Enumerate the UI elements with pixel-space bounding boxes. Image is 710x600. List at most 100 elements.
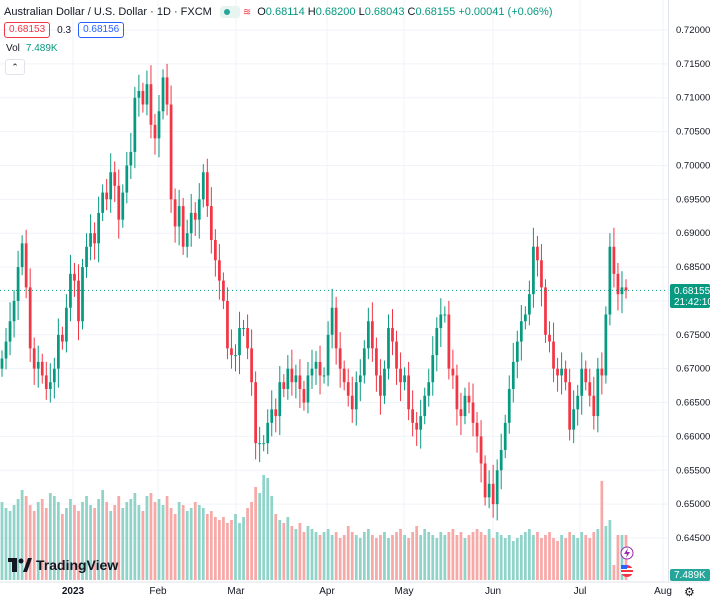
volume-label: Vol [6, 43, 20, 54]
volume-bar [302, 532, 306, 580]
candle-body [298, 375, 302, 389]
volume-bar [552, 538, 555, 580]
volume-bar [20, 490, 24, 580]
candle-body [32, 348, 36, 369]
volume-bar [294, 529, 298, 580]
volume-bar [306, 526, 310, 580]
candle-body [318, 361, 322, 376]
candle-body [499, 449, 503, 471]
time-tick-label: Apr [319, 586, 335, 597]
candle-body [620, 287, 624, 295]
volume-bar [4, 508, 8, 580]
candle-body [109, 172, 113, 200]
volume-bar [8, 511, 12, 580]
volume-bar [234, 514, 237, 580]
volume-bar [230, 520, 233, 580]
candle-body [169, 104, 173, 200]
change-value: +0.00041 (+0.06%) [458, 6, 553, 18]
candle-body [286, 368, 290, 389]
alert-icon[interactable] [620, 546, 634, 560]
countdown-value: 21:42:10 [674, 297, 710, 308]
candle-body [366, 321, 370, 349]
symbol-title[interactable]: Australian Dollar / U.S. Dollar · 1D · F… [4, 6, 212, 18]
buy-button[interactable]: 0.68156 [78, 22, 125, 38]
candle-body [528, 294, 531, 315]
time-tick-label: May [395, 586, 414, 597]
volume-bar [44, 508, 48, 580]
sell-button[interactable]: 0.68153 [4, 22, 51, 38]
volume-bar [218, 520, 221, 580]
volume-bar [346, 526, 350, 580]
candle-body [52, 368, 56, 383]
volume-bar [362, 532, 366, 580]
candle-body [306, 375, 310, 403]
candle-body [105, 192, 109, 200]
spread-value: 0.3 [57, 24, 72, 36]
ohlc-values: O0.68114 H0.68200 L0.68043 C0.68155 +0.0… [257, 6, 553, 18]
volume-bar [145, 496, 149, 580]
candle-body [36, 361, 40, 369]
volume-bar [338, 538, 342, 580]
volume-bar [101, 490, 105, 580]
candle-body [407, 375, 410, 410]
candle-body [532, 246, 535, 295]
price-tick-label: 0.65500 [676, 465, 710, 476]
candle-body [157, 111, 161, 139]
candle-body [278, 382, 282, 417]
candle-body [250, 348, 253, 383]
last-price-badge: 0.68155 21:42:10 [670, 284, 710, 308]
volume-bar [77, 511, 80, 580]
volume-bar [165, 496, 169, 580]
volume-bar [266, 478, 270, 580]
candle-body [371, 321, 374, 349]
candle-body [391, 328, 394, 342]
volume-bar [36, 502, 40, 580]
candle-body [48, 382, 52, 389]
candle-body [419, 416, 423, 430]
volume-value: 7.489K [25, 43, 58, 54]
volume-bar [274, 514, 278, 580]
candle-body [12, 300, 16, 322]
brand-name: TradingView [36, 557, 119, 573]
volume-bar [342, 535, 346, 580]
us-flag-icon[interactable] [621, 565, 633, 577]
volume-bar [205, 514, 209, 580]
volume-bar [447, 532, 451, 580]
candle-body [97, 212, 100, 244]
price-tick-label: 0.72000 [676, 25, 710, 36]
volume-bar [286, 517, 290, 580]
volume-bar [568, 532, 572, 580]
volume-bar [16, 499, 20, 580]
candle-body [471, 402, 475, 423]
collapse-legend-button[interactable]: ⌃ [5, 59, 25, 75]
volume-bar [354, 535, 358, 580]
candle-body [77, 280, 80, 322]
candle-body [467, 395, 471, 403]
volume-bar [61, 514, 64, 580]
candle-body [447, 314, 451, 369]
candle-body [28, 287, 32, 349]
volume-bar [427, 532, 431, 580]
candle-body [4, 341, 8, 359]
volume-bar [507, 535, 511, 580]
tradingview-logo[interactable]: TradingView [8, 557, 118, 573]
candle-body [197, 199, 201, 220]
settings-gear-icon[interactable]: ⚙ [684, 585, 695, 599]
volume-bar [608, 520, 612, 580]
candle-body [584, 368, 588, 383]
candle-body [556, 368, 559, 376]
candle-body [201, 172, 205, 200]
candle-body [463, 395, 467, 417]
volume-bar [52, 496, 56, 580]
volume-bar [69, 499, 72, 580]
volume-bar [471, 532, 475, 580]
candle-body [423, 395, 427, 417]
volume-bar [278, 520, 282, 580]
candle-body [399, 368, 402, 383]
candle-body [44, 375, 48, 389]
candle-body [358, 375, 362, 383]
candle-body [310, 368, 314, 376]
volume-bar [209, 511, 213, 580]
volume-bar [189, 508, 193, 580]
